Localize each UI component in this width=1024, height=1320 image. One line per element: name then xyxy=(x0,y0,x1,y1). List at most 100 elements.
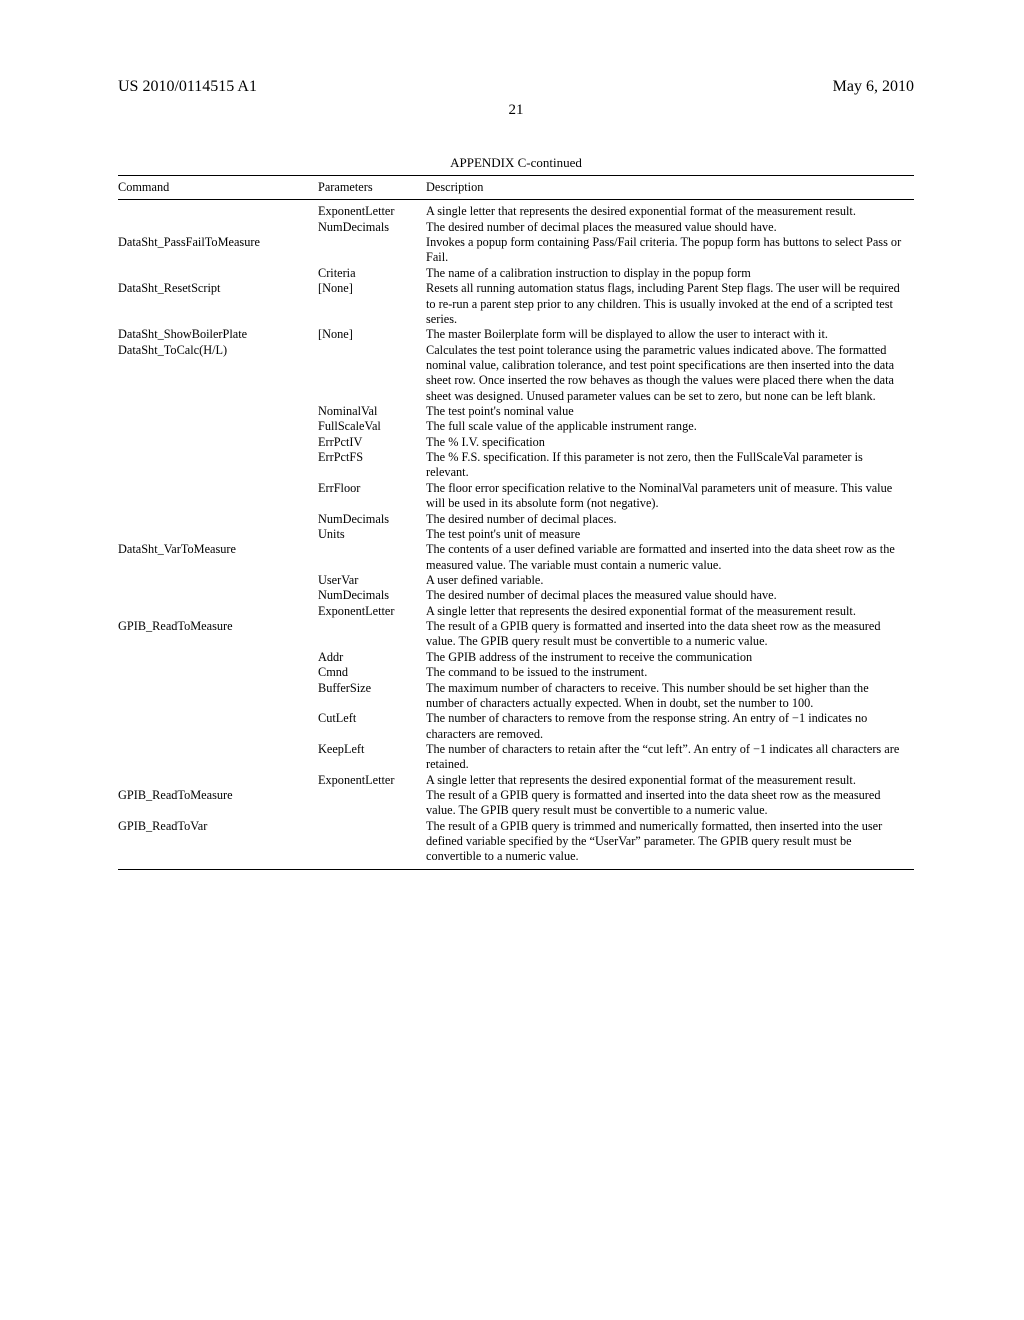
cell-description: The % F.S. specification. If this parame… xyxy=(426,450,914,481)
cell-parameter xyxy=(318,819,426,865)
table-row: KeepLeftThe number of characters to reta… xyxy=(118,742,914,773)
cell-command xyxy=(118,220,318,235)
cell-command: GPIB_ReadToMeasure xyxy=(118,619,318,650)
cell-description: Calculates the test point tolerance usin… xyxy=(426,343,914,404)
cell-description: The test point's nominal value xyxy=(426,404,914,419)
cell-description: The full scale value of the applicable i… xyxy=(426,419,914,434)
cell-parameter xyxy=(318,788,426,819)
cell-description: The command to be issued to the instrume… xyxy=(426,665,914,680)
appendix-title: APPENDIX C-continued xyxy=(118,155,914,171)
table-row: GPIB_ReadToVar The result of a GPIB query… xyxy=(118,819,914,865)
cell-description: A single letter that represents the desi… xyxy=(426,204,914,219)
cell-description: The maximum number of characters to rece… xyxy=(426,681,914,712)
cell-command: DataSht_PassFailToMeasure xyxy=(118,235,318,266)
cell-description: Invokes a popup form containing Pass/Fai… xyxy=(426,235,914,266)
cell-parameter: NominalVal xyxy=(318,404,426,419)
cell-parameter: CutLeft xyxy=(318,711,426,742)
cell-parameter xyxy=(318,235,426,266)
publication-number: US 2010/0114515 A1 xyxy=(118,78,257,96)
cell-command: GPIB_ReadToMeasure xyxy=(118,788,318,819)
cell-parameter: Units xyxy=(318,527,426,542)
cell-command xyxy=(118,266,318,281)
cell-parameter: ErrPctFS xyxy=(318,450,426,481)
cell-command: DataSht_ResetScript xyxy=(118,281,318,327)
cell-parameter: NumDecimals xyxy=(318,220,426,235)
cell-parameter: Cmnd xyxy=(318,665,426,680)
cell-parameter: Criteria xyxy=(318,266,426,281)
cell-parameter: ErrPctIV xyxy=(318,435,426,450)
cell-parameter: [None] xyxy=(318,281,426,327)
cell-description: The result of a GPIB query is formatted … xyxy=(426,788,914,819)
cell-command: DataSht_VarToMeasure xyxy=(118,542,318,573)
cell-command xyxy=(118,711,318,742)
cell-command xyxy=(118,512,318,527)
cell-parameter: ExponentLetter xyxy=(318,773,426,788)
table-row: CmndThe command to be issued to the inst… xyxy=(118,665,914,680)
table-row: ErrPctFSThe % F.S. specification. If thi… xyxy=(118,450,914,481)
table-row: NumDecimalsThe desired number of decimal… xyxy=(118,512,914,527)
table-row: DataSht_ToCalc(H/L)Calculates the test p… xyxy=(118,343,914,404)
cell-description: The desired number of decimal places the… xyxy=(426,220,914,235)
cell-description: The desired number of decimal places the… xyxy=(426,588,914,603)
cell-description: The GPIB address of the instrument to re… xyxy=(426,650,914,665)
publication-date: May 6, 2010 xyxy=(833,78,914,96)
table-row: DataSht_ResetScript[None]Resets all runn… xyxy=(118,281,914,327)
cell-parameter: [None] xyxy=(318,327,426,342)
table-row: GPIB_ReadToMeasure The result of a GPIB q… xyxy=(118,619,914,650)
table-row: NumDecimalsThe desired number of decimal… xyxy=(118,588,914,603)
table-row: CriteriaThe name of a calibration instru… xyxy=(118,266,914,281)
cell-parameter xyxy=(318,542,426,573)
table-row: GPIB_ReadToMeasure The result of a GPIB q… xyxy=(118,788,914,819)
table-row: DataSht_PassFailToMeasure Invokes a popup… xyxy=(118,235,914,266)
command-table: Command Parameters Description ExponentL… xyxy=(118,175,914,870)
cell-command xyxy=(118,773,318,788)
table-row: AddrThe GPIB address of the instrument t… xyxy=(118,650,914,665)
cell-parameter: ExponentLetter xyxy=(318,604,426,619)
cell-description: A user defined variable. xyxy=(426,573,914,588)
cell-description: Resets all running automation status fla… xyxy=(426,281,914,327)
cell-command xyxy=(118,204,318,219)
table-row: UnitsThe test point's unit of measure xyxy=(118,527,914,542)
table-row: FullScaleValThe full scale value of the … xyxy=(118,419,914,434)
cell-description: A single letter that represents the desi… xyxy=(426,773,914,788)
cell-parameter: ErrFloor xyxy=(318,481,426,512)
cell-description: The name of a calibration instruction to… xyxy=(426,266,914,281)
cell-command xyxy=(118,404,318,419)
cell-parameter: FullScaleVal xyxy=(318,419,426,434)
cell-description: A single letter that represents the desi… xyxy=(426,604,914,619)
table-row: ErrFloorThe floor error specification re… xyxy=(118,481,914,512)
cell-description: The number of characters to retain after… xyxy=(426,742,914,773)
cell-command xyxy=(118,681,318,712)
table-row: NominalValThe test point's nominal value xyxy=(118,404,914,419)
cell-parameter: BufferSize xyxy=(318,681,426,712)
cell-parameter: NumDecimals xyxy=(318,512,426,527)
cell-parameter: KeepLeft xyxy=(318,742,426,773)
cell-command: GPIB_ReadToVar xyxy=(118,819,318,865)
table-row: DataSht_VarToMeasure The contents of a us… xyxy=(118,542,914,573)
table-row: CutLeftThe number of characters to remov… xyxy=(118,711,914,742)
cell-command: DataSht_ShowBoilerPlate xyxy=(118,327,318,342)
cell-description: The % I.V. specification xyxy=(426,435,914,450)
cell-description: The master Boilerplate form will be disp… xyxy=(426,327,914,342)
cell-description: The desired number of decimal places. xyxy=(426,512,914,527)
cell-description: The result of a GPIB query is trimmed an… xyxy=(426,819,914,865)
cell-description: The result of a GPIB query is formatted … xyxy=(426,619,914,650)
cell-description: The number of characters to remove from … xyxy=(426,711,914,742)
cell-command xyxy=(118,527,318,542)
cell-command xyxy=(118,665,318,680)
cell-command xyxy=(118,650,318,665)
cell-description: The contents of a user defined variable … xyxy=(426,542,914,573)
table-row: NumDecimalsThe desired number of decimal… xyxy=(118,220,914,235)
page-number: 21 xyxy=(118,102,914,119)
table-row: DataSht_ShowBoilerPlate[None]The master … xyxy=(118,327,914,342)
cell-command xyxy=(118,481,318,512)
cell-command xyxy=(118,419,318,434)
cell-description: The test point's unit of measure xyxy=(426,527,914,542)
cell-description: The floor error specification relative t… xyxy=(426,481,914,512)
table-row: ExponentLetterA single letter that repre… xyxy=(118,204,914,219)
cell-command xyxy=(118,450,318,481)
cell-command xyxy=(118,742,318,773)
col-header-parameters: Parameters xyxy=(318,176,426,200)
col-header-command: Command xyxy=(118,176,318,200)
page-header: US 2010/0114515 A1 May 6, 2010 xyxy=(118,78,914,96)
